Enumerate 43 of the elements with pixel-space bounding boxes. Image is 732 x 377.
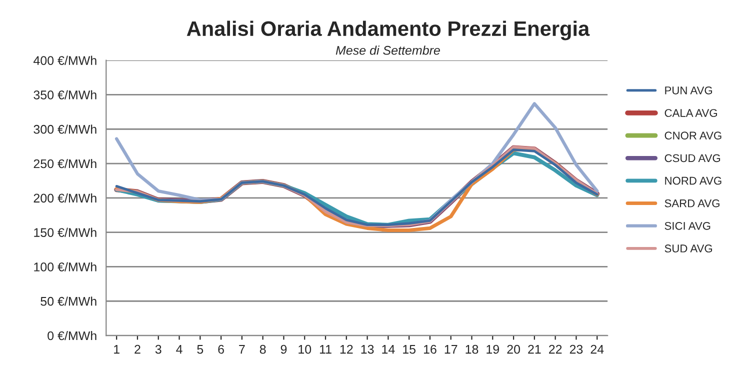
x-tick-label: 13 bbox=[361, 344, 374, 354]
x-tick-label: 19 bbox=[486, 344, 500, 354]
x-tick-label: 3 bbox=[155, 344, 162, 354]
x-tick-label: 24 bbox=[590, 344, 604, 354]
x-tick-label: 12 bbox=[340, 344, 353, 354]
legend-label: PUN AVG bbox=[665, 86, 712, 94]
x-tick-label: 14 bbox=[382, 345, 395, 354]
y-tick-label: 150 €/MWh bbox=[34, 228, 96, 237]
chart-title: Analisi Oraria Andamento Prezzi Energia bbox=[186, 20, 590, 40]
chart-subtitle: Mese di Settembre bbox=[336, 46, 440, 55]
x-tick-label: 7 bbox=[239, 345, 245, 354]
x-tick-label: 21 bbox=[528, 344, 541, 354]
x-tick-label: 16 bbox=[424, 344, 436, 354]
y-tick-label: 100 €/MWh bbox=[34, 262, 96, 272]
x-tick-label: 20 bbox=[507, 344, 520, 354]
x-tick-label: 5 bbox=[197, 345, 204, 354]
legend-label: CSUD AVG bbox=[664, 154, 720, 162]
x-tick-label: 17 bbox=[444, 345, 458, 354]
legend-label: CALA AVG bbox=[664, 109, 717, 117]
legend-label: SUD AVG bbox=[664, 244, 712, 252]
x-tick-label: 4 bbox=[176, 345, 182, 354]
legend-label: CNOR AVG bbox=[664, 132, 722, 140]
y-tick-label: 400 €/MWh bbox=[33, 56, 96, 65]
legend-label: SARD AVG bbox=[664, 199, 720, 208]
x-tick-label: 11 bbox=[320, 345, 332, 354]
y-tick-label: 0 €/MWh bbox=[48, 331, 96, 340]
x-tick-label: 1 bbox=[114, 345, 120, 354]
x-tick-label: 6 bbox=[218, 344, 224, 354]
x-tick-label: 8 bbox=[260, 344, 266, 354]
x-tick-label: 15 bbox=[403, 345, 416, 354]
y-tick-label: 200 €/MWh bbox=[34, 193, 96, 203]
x-tick-label: 2 bbox=[134, 344, 140, 354]
y-tick-label: 350 €/MWh bbox=[34, 90, 96, 100]
y-tick-label: 250 €/MWh bbox=[34, 158, 96, 168]
x-tick-label: 23 bbox=[570, 344, 583, 354]
legend-label: NORD AVG bbox=[665, 176, 722, 185]
x-tick-label: 9 bbox=[280, 344, 287, 354]
y-tick-label: 300 €/MWh bbox=[34, 124, 96, 134]
y-tick-label: 50 €/MWh bbox=[40, 296, 96, 306]
x-tick-label: 18 bbox=[466, 344, 478, 354]
legend-label: SICI AVG bbox=[664, 222, 710, 230]
x-tick-label: 22 bbox=[549, 344, 562, 354]
x-tick-label: 10 bbox=[298, 344, 312, 354]
